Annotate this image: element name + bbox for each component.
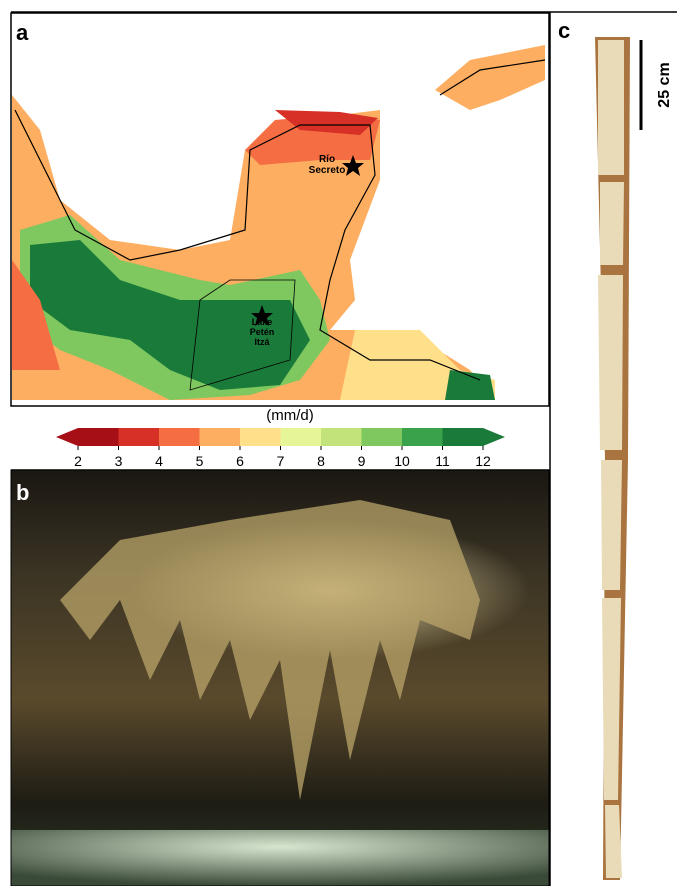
colorbar-tick-label: 4 — [155, 453, 163, 469]
colorbar-bin — [362, 428, 403, 446]
colorbar: 2 3 4 5 6 7 8 9 10 11 12 — [56, 428, 505, 469]
colorbar-tick-label: 7 — [277, 453, 285, 469]
cave-photo — [11, 470, 549, 886]
colorbar-bin — [281, 428, 322, 446]
colorbar-tick-label: 6 — [236, 453, 244, 469]
colorbar-bin — [78, 428, 119, 446]
colorbar-bin — [321, 428, 362, 446]
colorbar-bin — [200, 428, 241, 446]
colorbar-bin — [402, 428, 443, 446]
colorbar-unit: (mm/d) — [266, 407, 314, 424]
figure: RíoSecreto LakePeténItzá (mm/d) 2 3 4 5 6 7 8 9… — [0, 0, 677, 886]
panel-label: a — [16, 20, 29, 45]
colorbar-bin — [240, 428, 281, 446]
colorbar-tick-label: 11 — [435, 453, 450, 469]
scale-label: 25 cm — [656, 62, 673, 107]
colorbar-tick-label: 5 — [196, 453, 204, 469]
colorbar-bin — [443, 428, 484, 446]
figure-svg: RíoSecreto LakePeténItzá (mm/d) 2 3 4 5 6 7 8 9… — [0, 0, 677, 886]
panel-label: b — [16, 480, 29, 505]
colorbar-extend — [56, 428, 78, 446]
colorbar-extend — [483, 428, 505, 446]
colorbar-tick-label: 2 — [74, 453, 82, 469]
colorbar-bin — [159, 428, 200, 446]
colorbar-tick-label: 12 — [475, 453, 491, 469]
colorbar-tick-label: 3 — [115, 453, 123, 469]
colorbar-tick-label: 8 — [317, 453, 325, 469]
colorbar-tick-label: 9 — [358, 453, 366, 469]
colorbar-bin — [119, 428, 160, 446]
colorbar-tick-label: 10 — [394, 453, 410, 469]
core — [595, 37, 630, 880]
panel-label: c — [558, 18, 570, 43]
